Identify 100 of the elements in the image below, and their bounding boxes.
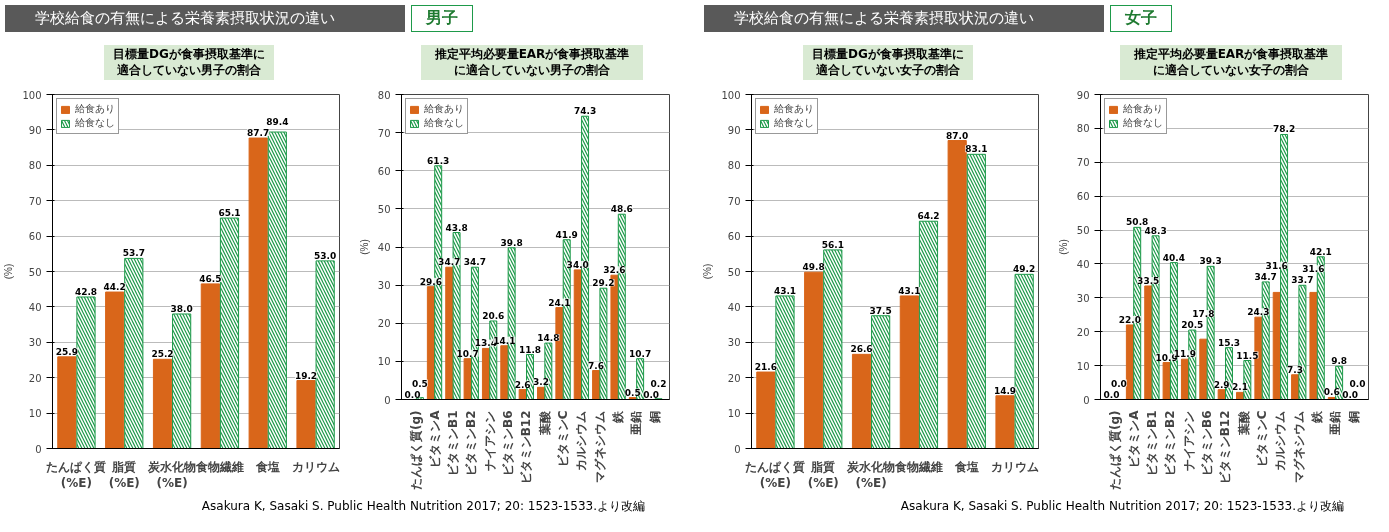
y-axis-title: (%) <box>702 263 714 280</box>
data-label: 14.9 <box>993 385 1017 396</box>
data-label: 48.6 <box>610 204 633 215</box>
legend-label: 給食なし <box>424 116 464 130</box>
data-label: 37.5 <box>869 305 892 316</box>
x-tick-label: ナイアシン <box>482 410 497 471</box>
y-tick-label: 50 <box>1076 225 1090 237</box>
y-tick-label: 10 <box>377 356 391 368</box>
data-label: 38.0 <box>170 303 193 314</box>
y-tick-label: 70 <box>28 195 42 207</box>
data-label: 2.9 <box>1213 379 1230 390</box>
data-label: 87.0 <box>946 130 969 141</box>
x-tick-label: ビタミンB12 <box>519 410 534 485</box>
x-tick-label: 銅 <box>1346 410 1361 424</box>
legend-label: 給食あり <box>774 102 814 116</box>
data-label: 64.2 <box>917 211 940 222</box>
y-tick-label: 60 <box>377 165 391 177</box>
y-tick-label: 80 <box>1076 123 1090 135</box>
data-label: 21.6 <box>754 362 777 373</box>
y-tick-label: 30 <box>727 337 741 349</box>
data-label: 49.8 <box>802 262 825 273</box>
data-label: 89.4 <box>266 117 289 128</box>
y-tick-label: 30 <box>377 280 391 292</box>
text: 学校給食の有無による栄養素摂取状況の違い <box>5 5 405 33</box>
x-tick-label: ビタミンB2 <box>464 410 479 476</box>
text: 女子 <box>1110 5 1172 33</box>
y-axis-title: (%) <box>358 239 370 255</box>
y-tick-label: 60 <box>1076 191 1090 203</box>
x-tick-label: 食物繊維 <box>893 459 943 474</box>
y-tick-label: 20 <box>377 318 391 330</box>
x-tick-label: 炭水化物 (%E) <box>846 459 896 491</box>
x-tick-label: たんぱく質 (%E) <box>46 459 107 491</box>
data-label: 7.3 <box>1287 364 1304 375</box>
chart-title: 目標量DGが食事摂取基準に適合していない女子の割合 <box>803 45 973 81</box>
y-tick-label: 90 <box>1076 89 1090 101</box>
data-label: 53.0 <box>314 250 337 261</box>
y-tick-label: 100 <box>721 89 741 101</box>
x-tick-label: カルシウム <box>574 410 589 471</box>
data-label: 49.2 <box>1013 264 1036 275</box>
data-label: 20.6 <box>482 310 505 321</box>
y-tick-label: 60 <box>28 231 42 243</box>
legend-label: 給食なし <box>75 116 115 130</box>
data-label: 74.3 <box>573 106 597 117</box>
x-tick-label: マグネシウム <box>1291 410 1306 483</box>
data-label: 65.1 <box>218 208 241 219</box>
y-tick-label: 70 <box>727 195 741 207</box>
data-label: 10.7 <box>629 348 652 359</box>
data-label: 9.8 <box>1331 356 1348 367</box>
data-label: 0.0 <box>1110 378 1127 389</box>
x-tick-label: ナイアシン <box>1181 410 1196 471</box>
data-label: 2.1 <box>1232 382 1248 393</box>
y-tick-label: 90 <box>28 124 42 136</box>
y-tick-label: 50 <box>28 266 42 278</box>
data-label: 7.6 <box>588 360 605 371</box>
legend-label: 給食なし <box>774 116 814 130</box>
y-tick-label: 0 <box>35 443 42 455</box>
data-label: 29.6 <box>419 276 442 287</box>
legend-label: 給食あり <box>424 102 464 116</box>
data-label: 15.3 <box>1217 337 1241 348</box>
y-tick-label: 0 <box>734 443 741 455</box>
y-tick-label: 40 <box>377 242 391 253</box>
data-label: 14.8 <box>537 333 560 344</box>
text: Asakura K, Sasaki S. Public Health Nutrition 2017; 20: 1523-1533.より改編 <box>200 498 645 515</box>
data-label: 24.3 <box>1247 307 1270 318</box>
data-label: 83.1 <box>965 144 988 155</box>
data-label: 34.7 <box>463 257 487 268</box>
y-tick-label: 60 <box>727 231 741 243</box>
y-tick-label: 10 <box>28 408 42 420</box>
data-label: 0.0 <box>1103 389 1120 400</box>
data-label: 0.0 <box>1342 389 1359 400</box>
data-label: 26.6 <box>850 344 873 355</box>
data-label: 87.7 <box>247 128 270 139</box>
y-tick-label: 90 <box>727 124 741 136</box>
data-label: 32.6 <box>603 265 626 276</box>
data-label: 43.1 <box>898 285 921 296</box>
x-tick-label: カリウム <box>990 459 1039 474</box>
data-label: 61.3 <box>427 155 450 166</box>
data-label: 2.6 <box>514 379 531 390</box>
x-tick-label: ビタミンB2 <box>1163 410 1178 476</box>
data-label: 34.0 <box>566 259 589 270</box>
data-label: 29.2 <box>592 278 615 289</box>
y-tick-label: 30 <box>1076 292 1090 304</box>
data-label: 25.9 <box>55 346 78 357</box>
data-label: 34.7 <box>438 257 461 268</box>
data-label: 39.8 <box>500 237 523 248</box>
data-label: 33.7 <box>1291 275 1314 286</box>
data-label: 0.6 <box>1323 387 1340 398</box>
y-tick-label: 80 <box>727 160 741 172</box>
legend-label: 給食あり <box>1123 102 1163 116</box>
x-tick-label: カルシウム <box>1273 410 1288 471</box>
data-label: 0.0 <box>1349 378 1366 389</box>
x-tick-label: たんぱく質(g) <box>409 410 424 491</box>
y-tick-label: 10 <box>727 408 741 420</box>
x-tick-label: 亜鉛 <box>1328 410 1343 436</box>
data-label: 53.7 <box>122 248 145 259</box>
x-tick-label: 亜鉛 <box>629 410 644 436</box>
x-tick-label: 葉酸 <box>1236 409 1251 436</box>
data-label: 39.3 <box>1199 256 1222 267</box>
x-tick-label: 食塩 <box>254 459 280 474</box>
data-label: 0.0 <box>404 389 421 400</box>
